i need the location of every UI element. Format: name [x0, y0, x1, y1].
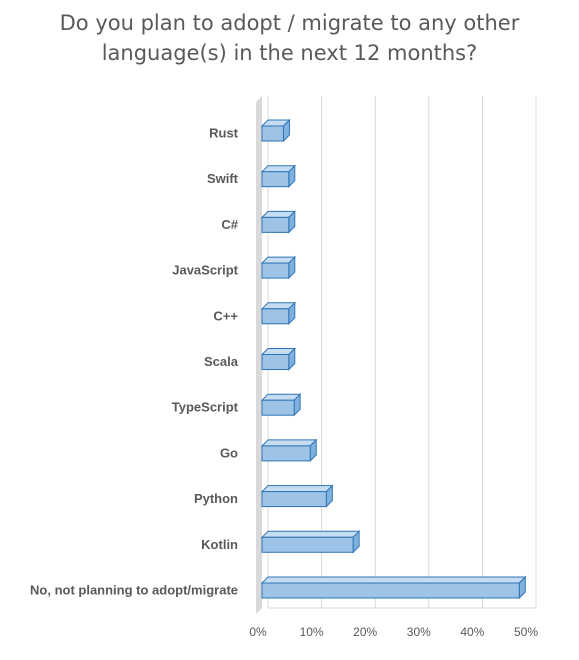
bar-front-face — [261, 582, 520, 599]
chart-title-line-1: Do you plan to adopt / migrate to any ot… — [59, 11, 520, 35]
x-tick-label: 0% — [249, 625, 267, 639]
bar-front-face — [261, 491, 327, 508]
bar-top-face — [260, 530, 361, 538]
bar-front-face — [261, 171, 290, 188]
bar-top-face — [260, 576, 527, 584]
bar — [260, 255, 297, 280]
bars — [260, 118, 527, 600]
bar — [260, 301, 297, 326]
bar-front-face — [261, 445, 311, 462]
category-label: JavaScript — [172, 263, 238, 278]
category-label: Swift — [207, 171, 239, 186]
x-tick-label: 40% — [460, 625, 484, 639]
bar-top-face — [260, 439, 318, 447]
x-tick-label: 30% — [407, 625, 431, 639]
x-axis-tick-labels: 0% 10% 20% 30% 40% 50% — [249, 625, 538, 639]
bar-front-face — [261, 262, 290, 279]
bar — [260, 164, 297, 188]
bar-front-face — [261, 125, 284, 142]
bar-front-face — [261, 354, 290, 370]
x-tick-label: 20% — [353, 625, 377, 639]
bar — [260, 575, 527, 600]
chart-title-line-2: language(s) in the next 12 months? — [101, 41, 478, 65]
bar-front-face — [261, 536, 354, 553]
gridlines — [267, 96, 537, 609]
bar-top-face — [260, 485, 334, 493]
category-label: No, not planning to adopt/migrate — [30, 583, 238, 598]
category-labels: Rust Swift C# JavaScript C++ Scala TypeScript G… — [30, 126, 239, 598]
chart-back-wall — [256, 96, 262, 614]
bar — [260, 530, 361, 554]
bar-front-face — [261, 216, 290, 233]
category-label: Go — [220, 445, 238, 460]
category-label: Python — [194, 491, 238, 506]
category-label: C++ — [213, 308, 238, 323]
bar-front-face — [261, 308, 290, 325]
bar — [260, 210, 297, 234]
bar — [260, 118, 291, 143]
chart-title: Do you plan to adopt / migrate to any ot… — [0, 8, 579, 68]
category-label: Scala — [204, 354, 239, 369]
category-label: C# — [221, 217, 238, 232]
category-label: Kotlin — [201, 537, 238, 552]
bar-front-face — [261, 399, 295, 416]
category-label: TypeScript — [172, 400, 239, 415]
x-tick-label: 50% — [514, 625, 538, 639]
bar — [260, 438, 318, 463]
x-tick-label: 10% — [300, 625, 324, 639]
bar — [260, 484, 334, 508]
chart-side-wall — [256, 96, 262, 614]
bar — [260, 392, 302, 417]
category-label: Rust — [209, 126, 239, 141]
bar — [260, 347, 297, 371]
